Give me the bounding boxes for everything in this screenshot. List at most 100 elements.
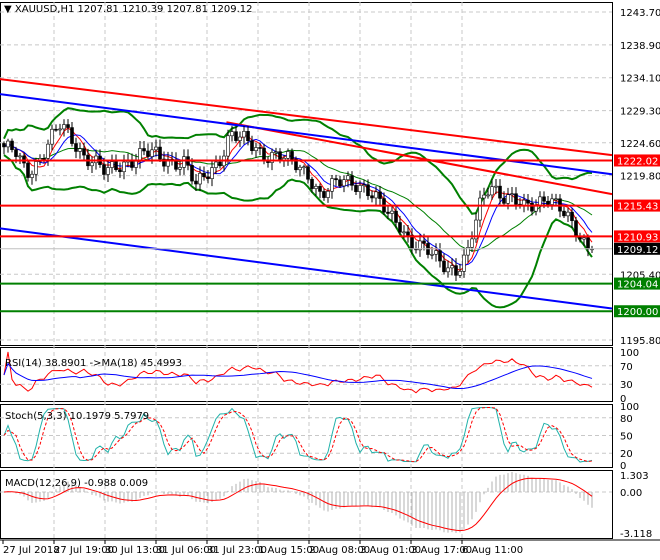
candle-body <box>378 191 382 199</box>
candle-body <box>506 194 510 204</box>
stoch-tick: 80 <box>620 414 633 425</box>
candle-body <box>430 253 434 256</box>
candle-body <box>466 247 470 256</box>
stoch-tick: 100 <box>620 402 639 413</box>
candle-body <box>470 238 474 248</box>
candle-body <box>514 193 518 205</box>
level-label: 1222.02 <box>617 156 658 167</box>
dropdown-triangle-icon[interactable]: ▼ <box>4 4 12 15</box>
time-tick: 30 Jul 13:00 <box>105 545 165 556</box>
price-tick: 1243.70 <box>620 8 660 19</box>
candle-body <box>94 155 98 164</box>
candle-body <box>118 169 122 173</box>
bollinger-upper <box>3 107 593 215</box>
stoch-tick: 0 <box>620 461 626 472</box>
candle-body <box>178 167 182 170</box>
stoch-tick: 20 <box>620 449 633 460</box>
time-tick: 27 Jul 2018 <box>3 545 60 556</box>
time-tick: 31 Jul 06:00 <box>156 545 216 556</box>
last-price-label: 1209.12 <box>617 245 658 256</box>
candle-body <box>462 254 466 272</box>
candle-body <box>322 191 326 198</box>
candle-body <box>18 155 22 158</box>
candle-body <box>34 161 38 175</box>
candle-body <box>158 146 162 160</box>
level-label-bg <box>614 154 660 167</box>
candle-body <box>46 143 50 159</box>
price-tick: 1224.60 <box>620 139 660 150</box>
pane-border-3 <box>0 470 613 539</box>
last-price-label-bg <box>614 242 660 255</box>
candle-body <box>190 165 194 182</box>
candle-body <box>14 149 18 157</box>
candle-body <box>354 185 358 192</box>
candle-body <box>302 166 306 169</box>
indicator-title: MACD(12,26,9) -0.988 0.009 <box>5 478 148 489</box>
rsi-tick: 0 <box>620 394 626 405</box>
candle-body <box>330 178 334 192</box>
candle-body <box>438 250 442 262</box>
time-tick: 1 Aug 15:00 <box>258 545 319 556</box>
ma-slow <box>3 134 593 266</box>
rsi-tick: 30 <box>620 380 633 391</box>
rsi-tick: 100 <box>620 348 639 359</box>
candle-body <box>6 140 10 148</box>
candle-body <box>258 147 262 149</box>
candle-body <box>562 210 566 217</box>
candle-body <box>30 173 34 178</box>
symbol-header: ▼ XAUUSD,H1 1207.81 1210.39 1207.81 1209… <box>4 4 252 15</box>
candle-body <box>270 152 274 163</box>
rsi-line <box>3 351 593 394</box>
candle-body <box>250 140 254 152</box>
candle-body <box>254 147 258 152</box>
candle-body <box>358 185 362 192</box>
candle-body <box>166 159 170 167</box>
rsi-ma-line <box>3 362 593 390</box>
bollinger-middle <box>3 143 593 252</box>
candle-body <box>570 211 574 221</box>
candle-body <box>386 211 390 214</box>
candle-body <box>210 167 214 179</box>
candle-body <box>406 231 410 236</box>
candle-body <box>510 193 514 196</box>
candle-body <box>298 166 302 171</box>
candle-body <box>262 147 266 162</box>
rsi-tick: 70 <box>620 362 633 373</box>
candle-body <box>458 271 462 276</box>
candle-body <box>346 175 350 181</box>
stoch-main-line <box>3 406 593 463</box>
candle-body <box>394 210 398 223</box>
time-tick: 2 Aug 08:00 <box>309 545 370 556</box>
candle-body <box>286 151 290 159</box>
price-tick: 1238.90 <box>620 41 660 52</box>
candle-body <box>422 240 426 244</box>
candle-body <box>554 198 558 201</box>
candle-body <box>290 151 294 160</box>
candle-body <box>530 202 534 212</box>
candle-body <box>390 210 394 214</box>
candle-body <box>342 179 346 187</box>
candle-body <box>102 164 106 175</box>
macd-signal-line <box>3 477 593 532</box>
indicator-title: Stoch(5,3,3) 10.1979 5.7979 <box>5 411 149 422</box>
candle-body <box>150 149 154 157</box>
candle-body <box>66 124 70 128</box>
candle-body <box>546 200 550 205</box>
candle-body <box>502 197 506 204</box>
price-tick: 1219.80 <box>620 172 660 183</box>
candle-body <box>490 186 494 196</box>
candle-body <box>350 175 354 186</box>
candle-body <box>130 160 134 168</box>
candle-body <box>450 265 454 269</box>
price-tick: 1195.80 <box>620 336 660 347</box>
candle-body <box>226 135 230 157</box>
level-label-bg <box>614 305 660 318</box>
candle-body <box>122 161 126 173</box>
ohlc-label: 1207.81 1210.39 1207.81 1209.12 <box>77 4 253 15</box>
candle-body <box>586 237 590 250</box>
candle-body <box>318 186 322 192</box>
candle-body <box>486 194 490 197</box>
candle-body <box>446 267 450 273</box>
candle-body <box>334 178 338 181</box>
